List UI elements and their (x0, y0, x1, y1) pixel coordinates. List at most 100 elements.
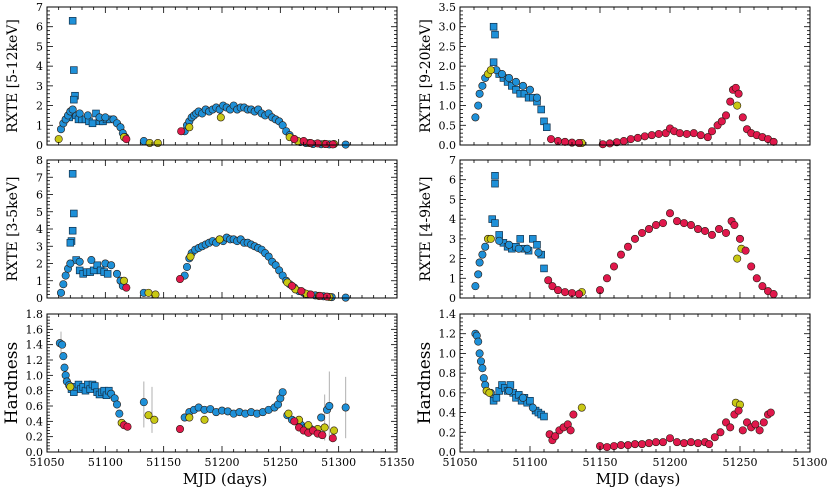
axes-frame-right-mid (459, 159, 811, 299)
point-right-mid-blue-squares-13 (533, 241, 541, 249)
ytick-label-left-bot-1: 0.2 (26, 431, 44, 444)
point-right-bot-red-22 (693, 439, 702, 448)
point-right-top-blue-squares-0 (489, 22, 498, 31)
point-right-bot-blue-circles-9 (504, 386, 513, 395)
point-right-bot-red-19 (672, 438, 681, 447)
xtick-label-right-bot-3: 51200 (653, 456, 688, 469)
ytick-label-left-top-5: 5 (36, 40, 43, 53)
ytick-label-right-bot-7: 1.4 (439, 308, 457, 321)
point-right-mid-yellow-1 (486, 234, 495, 243)
point-right-top-blue-squares-7 (512, 86, 520, 94)
point-right-bot-red-6 (566, 426, 575, 435)
point-left-mid-red-5 (315, 291, 324, 300)
point-left-mid-blue-circles-8 (107, 261, 116, 270)
point-right-mid-red-16 (665, 209, 674, 218)
point-right-top-red-25 (721, 111, 730, 120)
ylabel-right-bot: Hardness (415, 342, 435, 424)
point-right-top-red-19 (689, 129, 698, 138)
point-right-top-red-17 (675, 129, 684, 138)
ytick-label-left-top-2: 2 (36, 100, 43, 113)
point-right-mid-red-0 (544, 276, 553, 285)
xlabel-left-bot: MJD (days) (183, 470, 268, 488)
ytick-label-right-bot-4: 0.8 (439, 367, 457, 380)
point-right-top-blue-circles-0 (471, 113, 480, 122)
xtick-label-left-bot-2: 51150 (146, 456, 181, 469)
ytick-label-right-bot-3: 0.6 (439, 387, 457, 400)
axes-frame-right-top (459, 6, 811, 146)
point-left-top-red-0 (122, 135, 131, 144)
point-left-mid-yellow-1 (144, 288, 153, 297)
point-left-top-blue-circles-5 (68, 105, 77, 114)
ytick-label-left-top-7: 7 (36, 1, 43, 14)
point-right-top-red-10 (633, 133, 642, 142)
point-right-mid-red-29 (747, 262, 756, 271)
point-right-bot-yellow-1 (485, 388, 494, 397)
point-left-bot-blue-circles-3 (60, 363, 69, 372)
point-left-bot-yellow-0 (66, 382, 75, 391)
point-left-bot-red-2 (176, 424, 185, 433)
ytick-label-left-top-3: 3 (36, 80, 43, 93)
point-left-top-red-7 (328, 140, 337, 149)
point-right-mid-red-1 (548, 282, 557, 291)
point-left-mid-yellow-3 (186, 252, 195, 261)
point-right-top-blue-squares-13 (537, 105, 545, 114)
point-right-bot-red-24 (705, 440, 714, 449)
point-right-mid-blue-squares-15 (540, 264, 548, 273)
point-left-bot-blue-circles-1 (58, 340, 67, 349)
point-right-bot-red-25 (710, 433, 719, 442)
point-left-bot-red-9 (318, 431, 327, 440)
panel-left-mid: 0 1 2 3 4 5 6 7 8 RXTE [3-5keV] (5, 154, 398, 305)
point-right-bot-red-21 (686, 438, 695, 447)
ytick-label-left-bot-5: 1.0 (26, 369, 44, 382)
point-right-mid-red-20 (693, 225, 702, 234)
point-right-top-red-22 (707, 127, 716, 136)
point-left-top-red-2 (290, 135, 299, 144)
axes-frame-right-bot (459, 313, 811, 453)
point-right-mid-blue-circles-5 (495, 236, 504, 245)
point-left-mid-blue-squares-1 (70, 209, 78, 218)
point-left-mid-red-1 (176, 275, 185, 284)
point-right-top-blue-circles-11 (532, 93, 541, 102)
ytick-label-right-mid-5: 5 (449, 193, 456, 206)
point-right-mid-red-28 (741, 246, 750, 255)
point-left-mid-yellow-0 (120, 276, 129, 285)
ytick-label-left-mid-4: 4 (36, 223, 43, 236)
ytick-label-left-top-4: 4 (36, 60, 43, 73)
point-right-mid-blue-circles-8 (523, 244, 532, 253)
point-right-mid-red-11 (630, 234, 639, 243)
point-right-top-red-12 (647, 131, 656, 140)
ylabel-left-top: RXTE [5-12keV] (5, 19, 21, 133)
point-left-mid-blue-circles-4 (66, 259, 75, 268)
point-right-mid-red-10 (623, 242, 632, 251)
point-right-bot-red-26 (716, 428, 725, 437)
point-left-top-blue-squares-0 (68, 17, 77, 25)
panel-right-top: 0.0 0.5 1.0 1.5 2.0 2.5 3.0 3.5 RXTE [9-20keV] (418, 1, 811, 152)
point-right-bot-red-35 (755, 426, 764, 435)
point-right-mid-red-19 (686, 221, 695, 230)
point-right-top-red-13 (654, 129, 663, 138)
point-left-mid-yellow-2 (151, 290, 160, 299)
point-right-mid-yellow-3 (733, 254, 742, 263)
point-right-top-red-8 (619, 137, 628, 146)
ytick-label-right-mid-6: 6 (449, 174, 456, 187)
point-right-bot-red-31 (738, 426, 747, 435)
point-right-mid-red-14 (651, 221, 660, 230)
point-left-mid-blue-circles-5 (75, 257, 84, 266)
ytick-label-right-bot-0: 0.0 (439, 446, 457, 459)
point-right-top-red-18 (682, 129, 691, 138)
ytick-label-left-bot-7: 1.4 (26, 339, 44, 352)
point-right-top-red-26 (726, 97, 735, 106)
point-right-top-red-30 (738, 113, 747, 122)
point-right-mid-red-30 (752, 274, 761, 283)
point-right-bot-red-12 (623, 441, 632, 450)
point-right-mid-blue-circles-0 (471, 282, 480, 291)
point-right-top-blue-squares-2 (489, 58, 498, 66)
point-right-bot-red-2 (551, 432, 560, 441)
point-right-mid-blue-circles-4 (481, 242, 490, 251)
point-right-mid-red-21 (700, 226, 709, 235)
ytick-label-right-bot-2: 0.4 (439, 407, 457, 420)
ytick-label-right-top-0: 0.0 (439, 139, 457, 152)
point-right-mid-red-31 (758, 282, 767, 291)
point-left-mid-blue-circles-14 (183, 262, 192, 271)
